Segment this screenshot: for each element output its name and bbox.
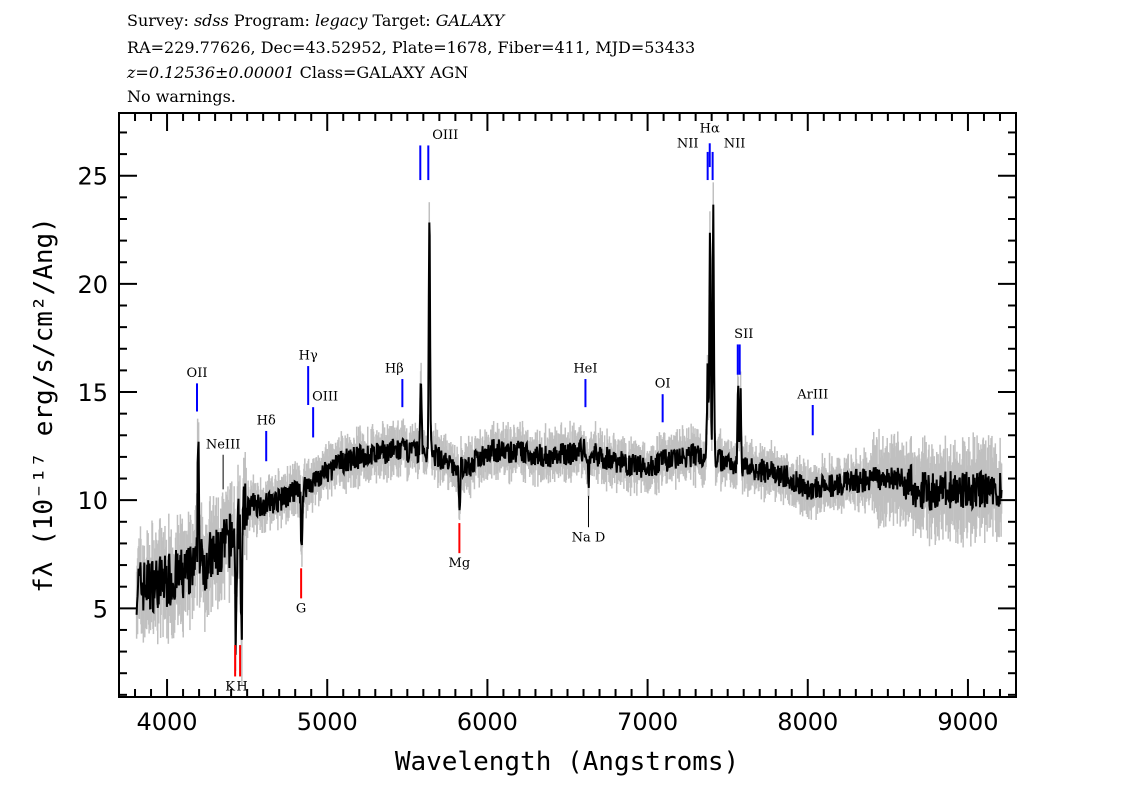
line-label: Hγ <box>299 349 318 364</box>
flux-series <box>135 204 1003 655</box>
line-label: ArIII <box>796 388 828 403</box>
line-label: SII <box>734 327 753 342</box>
line-label: HeI <box>573 362 597 377</box>
x-axis-title: Wavelength (Angstroms) <box>395 747 739 777</box>
line-label: NII <box>677 137 699 152</box>
x-tick-label: 5000 <box>297 708 358 736</box>
line-label: Na D <box>572 530 606 545</box>
y-axis-title: fλ (10⁻¹⁷ erg/s/cm²/Ang) <box>29 217 59 593</box>
x-tick-label: 9000 <box>937 708 998 736</box>
line-label: H <box>236 680 247 695</box>
header-segment: Survey: <box>127 11 194 30</box>
x-tick-label: 6000 <box>457 708 518 736</box>
line-label: Mg <box>449 556 471 571</box>
y-tick-label: 15 <box>77 379 108 407</box>
x-tick-label: 7000 <box>617 708 678 736</box>
header-segment: sdss <box>193 11 229 30</box>
line-label: OII <box>187 366 208 381</box>
header-segment: legacy <box>315 11 368 30</box>
axis-ticks: 4000 5000 6000 7000 8000 9000 5 10 15 20 25 <box>77 113 1017 736</box>
header-redshift-line: z=0.12536±0.00001 Class=GALAXY AGN <box>127 62 468 84</box>
line-label: OIII <box>312 390 338 405</box>
line-label: OIII <box>432 128 458 143</box>
line-label: NeIII <box>206 437 240 452</box>
line-label: Hβ <box>385 362 404 377</box>
y-tick-label: 20 <box>77 271 108 299</box>
header-segment: Target: <box>367 11 436 30</box>
x-tick-label: 8000 <box>777 708 838 736</box>
y-tick-label: 25 <box>77 163 108 191</box>
header-segment: z=0.12536±0.00001 <box>127 63 295 82</box>
plot-frame <box>118 112 1017 698</box>
line-label: NII <box>724 137 746 152</box>
header-warnings-line: No warnings. <box>127 87 236 106</box>
line-label: K <box>225 680 235 695</box>
y-tick-label: 10 <box>77 487 108 515</box>
header-coords-line: RA=229.77626, Dec=43.52952, Plate=1678, … <box>127 38 696 57</box>
line-label: Hα <box>700 121 720 136</box>
header-survey-line: Survey: sdss Program: legacy Target: GAL… <box>127 10 504 32</box>
header-segment: GALAXY <box>435 11 505 30</box>
line-label: OI <box>655 377 671 392</box>
line-label: Hδ <box>257 413 276 428</box>
y-tick-label: 5 <box>93 595 108 623</box>
line-markers: OIINeIIIHδHγOIIIHβOIIIHeIOINIIHαNIISIIAr… <box>187 121 829 694</box>
x-tick-label: 4000 <box>137 708 198 736</box>
line-label: G <box>296 602 306 617</box>
header-segment: Class=GALAXY AGN <box>294 63 469 82</box>
header-segment: Program: <box>228 11 316 30</box>
